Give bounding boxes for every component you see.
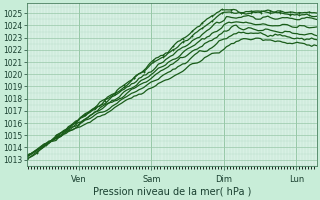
X-axis label: Pression niveau de la mer( hPa ): Pression niveau de la mer( hPa ) — [92, 187, 251, 197]
